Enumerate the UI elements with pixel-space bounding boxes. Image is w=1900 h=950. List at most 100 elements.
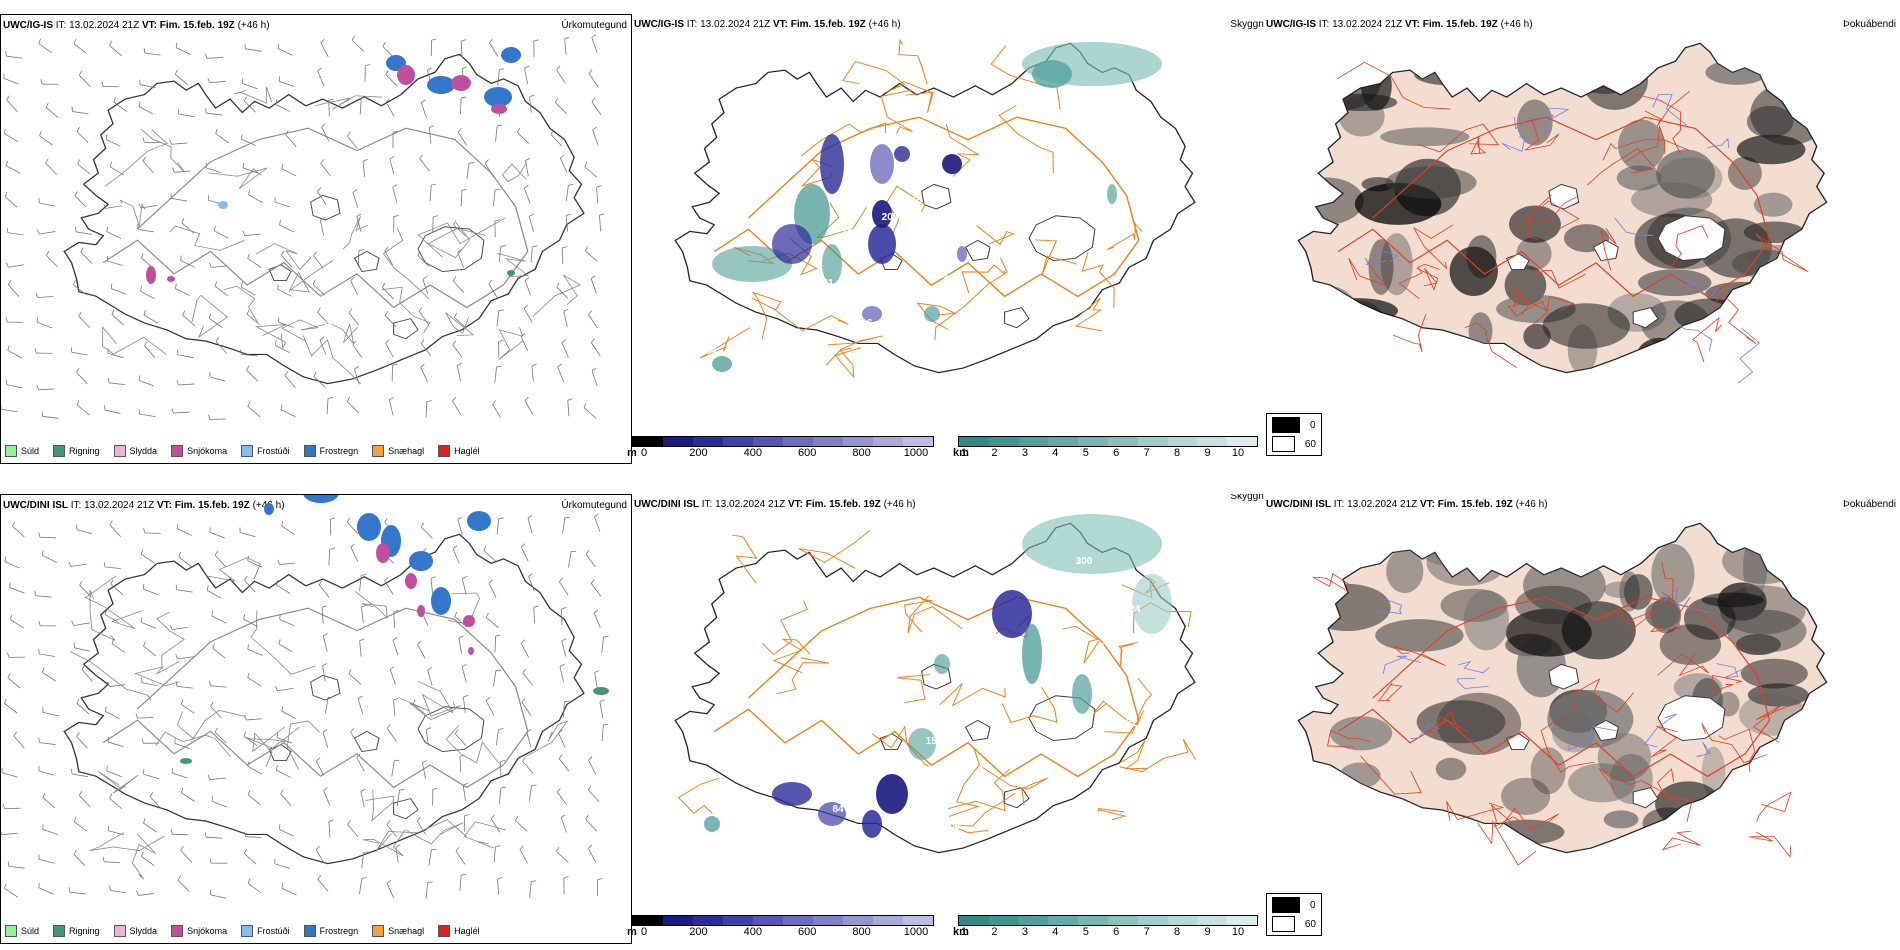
road — [1377, 683, 1403, 702]
wind-barb — [78, 315, 90, 329]
wind-barb-feather — [588, 756, 593, 761]
wind-barb-feather — [523, 304, 528, 309]
fog-cell — [1380, 127, 1470, 147]
wind-barb-feather — [13, 731, 17, 737]
colorbar-cell — [753, 916, 783, 925]
wind-barb-feather — [454, 729, 459, 734]
wind-barb-feather — [529, 94, 535, 98]
colorbar-cell — [988, 437, 1019, 446]
panel-title: UWC/DINI ISL IT: 13.02.2024 21Z VT: Fim.… — [634, 499, 916, 510]
colorbar-tick: 3 — [1021, 926, 1028, 938]
fog-cell — [1449, 246, 1498, 297]
wind-barb — [497, 878, 500, 895]
wind-barb-feather — [463, 782, 468, 786]
wind-barb — [144, 345, 156, 358]
wind-barb — [181, 792, 196, 802]
wind-barb-feather — [320, 159, 325, 164]
wind-barb — [8, 866, 25, 869]
road — [885, 185, 926, 234]
precip-area — [397, 65, 415, 85]
road — [382, 227, 430, 300]
cloud-cell — [957, 246, 967, 262]
wind-barb-feather — [107, 377, 110, 383]
road — [245, 726, 300, 749]
precip-area — [491, 104, 507, 114]
road — [1534, 269, 1586, 289]
wind-barb — [556, 791, 568, 806]
legend-swatch — [5, 925, 17, 937]
wind-barb — [351, 39, 364, 52]
ceiling-value-label: 202 — [830, 298, 847, 309]
wind-barb-feather — [277, 284, 279, 290]
road — [1348, 257, 1388, 287]
wind-barb-feather — [71, 106, 73, 112]
glacier-outline — [964, 719, 991, 742]
iceland-map-cloud: 300 224 127 140 109 105 108 153 147 84 87 257 159 72 — [674, 514, 1197, 854]
wind-barb — [39, 135, 53, 146]
colorbar-strip — [958, 915, 1258, 926]
wind-barb-feather — [80, 247, 84, 253]
fog-cell — [1758, 772, 1782, 809]
wind-barb-feather — [588, 69, 593, 74]
wind-barb — [531, 365, 534, 382]
wind-barb — [247, 406, 261, 418]
road — [1034, 239, 1078, 276]
road — [131, 833, 157, 880]
fog-legend-value: 0 — [1310, 419, 1316, 431]
wind-barb-feather — [109, 161, 112, 167]
wind-barb — [274, 863, 291, 869]
wind-barb — [243, 618, 259, 628]
precip-area — [417, 605, 425, 617]
wind-barb — [141, 621, 157, 629]
wind-barb — [215, 133, 229, 144]
colorbar-cell — [959, 916, 989, 925]
cloud-cell — [822, 244, 842, 284]
wind-barb — [38, 388, 55, 391]
wind-barb — [457, 519, 463, 536]
ceiling-colorbar-2: 0 200 400 600 800 1000 m — [627, 915, 934, 940]
wind-barb — [460, 190, 463, 207]
wind-barb — [386, 824, 398, 838]
wind-barb-feather — [276, 765, 278, 771]
road — [1752, 703, 1800, 743]
road — [1521, 296, 1575, 315]
colorbar-cell — [1227, 437, 1257, 446]
wind-barb-feather — [244, 43, 246, 49]
legend-item: Frostúði — [241, 925, 290, 937]
wind-barb-feather — [585, 814, 589, 820]
wind-barb — [285, 134, 297, 147]
legend-label: Slydda — [129, 926, 158, 936]
map-layer — [674, 522, 1197, 854]
ceiling-value-label: 109 — [946, 774, 963, 785]
wind-barb-feather — [392, 636, 398, 641]
ceiling-value-label: 217 — [1076, 106, 1093, 117]
ring-road — [1337, 596, 1771, 778]
fog-cell — [1603, 581, 1637, 599]
wind-barb-feather — [412, 699, 416, 705]
fog-cell — [1740, 658, 1808, 689]
wind-barb-feather — [385, 70, 389, 75]
river — [1663, 586, 1710, 613]
wind-barb — [348, 312, 360, 326]
precip-area — [463, 615, 475, 627]
legend-swatch — [171, 925, 184, 937]
road — [801, 122, 887, 157]
wind-barb — [563, 311, 568, 327]
wind-barb — [357, 250, 360, 267]
road — [382, 286, 431, 334]
cloud-cell — [1072, 674, 1092, 714]
wind-barb-feather — [4, 698, 7, 704]
wind-barb-feather — [247, 401, 251, 407]
wind-barb-feather — [431, 183, 437, 186]
road — [896, 81, 934, 113]
wind-barb-feather — [275, 99, 278, 105]
fog-legend-row: 60 — [1272, 436, 1316, 452]
wind-barb-feather — [463, 694, 469, 698]
colorbar-cell — [873, 916, 903, 925]
wind-barb-feather — [5, 160, 8, 166]
wind-barb — [319, 219, 325, 236]
colorbar-tick: 7 — [1143, 926, 1150, 938]
wind-barb-feather — [531, 363, 537, 367]
fog-legend-2: 0 60 — [1266, 893, 1322, 936]
wind-barb-feather — [312, 279, 316, 285]
